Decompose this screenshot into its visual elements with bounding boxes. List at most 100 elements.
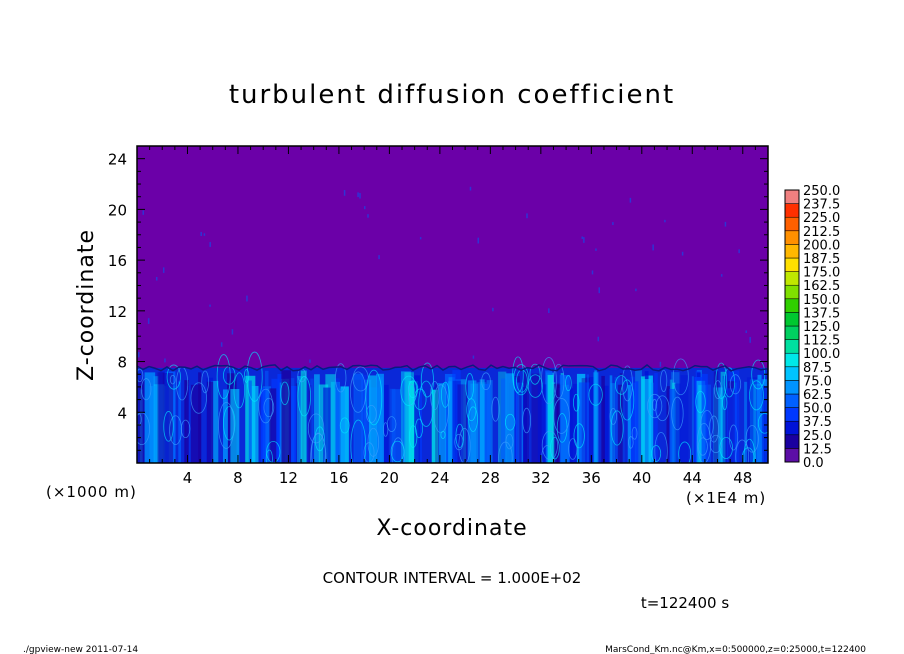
colorbar-label: 75.0	[803, 374, 832, 389]
sparse-feature	[363, 206, 366, 210]
swirl	[163, 411, 174, 442]
plume	[559, 374, 570, 463]
swirl	[529, 363, 541, 385]
plume	[157, 372, 165, 463]
swirl	[619, 379, 635, 421]
plume	[523, 370, 529, 463]
colorbar-label: 225.0	[803, 211, 840, 226]
colorbar-swatch	[784, 230, 800, 245]
plume	[467, 380, 477, 463]
sparse-feature	[137, 352, 140, 358]
sparse-feature	[419, 237, 422, 240]
sparse-feature	[343, 190, 346, 196]
colorbar-label: 87.5	[803, 361, 832, 376]
swirl	[553, 363, 565, 399]
swirl	[553, 398, 570, 434]
plume	[308, 385, 312, 463]
swirl	[440, 430, 446, 439]
plume	[403, 380, 406, 463]
swirl	[715, 362, 728, 399]
swirl	[407, 383, 416, 407]
sparse-feature	[469, 186, 472, 191]
swirl	[390, 440, 405, 463]
swirl	[654, 431, 668, 463]
sparse-feature	[526, 213, 528, 219]
sparse-feature	[720, 274, 723, 277]
sparse-feature	[738, 249, 740, 254]
sparse-feature	[209, 304, 211, 307]
swirl	[263, 397, 275, 418]
sparse-feature	[581, 236, 583, 239]
plume	[603, 385, 609, 463]
sparse-feature	[548, 308, 550, 314]
swirl	[246, 351, 263, 402]
plume	[479, 379, 485, 463]
colorbar-swatch	[784, 271, 800, 286]
colorbar-swatch	[784, 189, 800, 204]
plume	[431, 389, 439, 463]
colorbar-label: 112.5	[803, 334, 840, 349]
plume	[641, 379, 651, 463]
y-axis-label: Z-coordinate	[74, 229, 99, 381]
swirl	[729, 374, 742, 395]
y-tick-label: 20	[108, 201, 127, 219]
sparse-feature	[492, 307, 494, 312]
plume	[222, 389, 228, 463]
colorbar-label: 150.0	[803, 293, 840, 308]
sparse-feature	[164, 358, 166, 363]
plume	[414, 375, 420, 463]
plume	[295, 383, 300, 463]
sparse-feature	[477, 237, 480, 244]
plume	[353, 373, 364, 463]
y-tick-label: 12	[108, 303, 127, 321]
swirl	[216, 354, 231, 400]
swirl	[735, 439, 750, 463]
sparse-feature	[745, 330, 747, 333]
swirl	[722, 395, 728, 411]
plume	[281, 370, 292, 463]
contour-interval-label: CONTOUR INTERVAL = 1.000E+02	[323, 569, 582, 587]
colorbar-swatch	[784, 393, 800, 408]
plume	[363, 379, 372, 463]
swirl	[350, 419, 367, 463]
plume	[264, 370, 269, 463]
sparse-feature	[203, 233, 206, 236]
colorbar-label: 125.0	[803, 320, 840, 335]
swirl	[672, 358, 689, 396]
plume	[635, 381, 639, 463]
colorbar-label: 187.5	[803, 252, 840, 267]
colorbar-label: 137.5	[803, 306, 840, 321]
plume	[452, 370, 461, 463]
plume	[547, 374, 554, 463]
swirl	[505, 433, 514, 450]
swirl	[441, 381, 450, 408]
plume	[523, 387, 527, 463]
colorbar-label: 12.5	[803, 442, 832, 457]
colorbar-swatch	[784, 312, 800, 327]
x-tick-label: 48	[733, 469, 752, 487]
colorbar-swatch	[784, 448, 800, 463]
x-tick-label: 8	[233, 469, 243, 487]
colorbar-label: 162.5	[803, 279, 840, 294]
colorbar-frame	[784, 189, 800, 463]
swirl	[527, 374, 543, 398]
swirl	[541, 430, 558, 460]
sparse-feature	[162, 267, 165, 273]
plume	[314, 374, 320, 463]
sparse-feature	[635, 288, 637, 292]
colorbar-swatch	[784, 380, 800, 395]
y-tick-label: 24	[108, 151, 127, 169]
swirl	[386, 416, 397, 432]
swirl	[723, 367, 736, 398]
colorbar-swatch	[784, 366, 800, 381]
footer-left: ./gpview-new 2011-07-14	[23, 645, 138, 654]
swirl	[660, 369, 668, 392]
swirl	[522, 407, 532, 434]
swirl	[651, 398, 658, 411]
plume	[190, 384, 202, 463]
plume	[572, 383, 579, 463]
colorbar-label: 175.0	[803, 266, 840, 281]
plume	[635, 370, 642, 463]
sparse-feature	[246, 295, 248, 302]
